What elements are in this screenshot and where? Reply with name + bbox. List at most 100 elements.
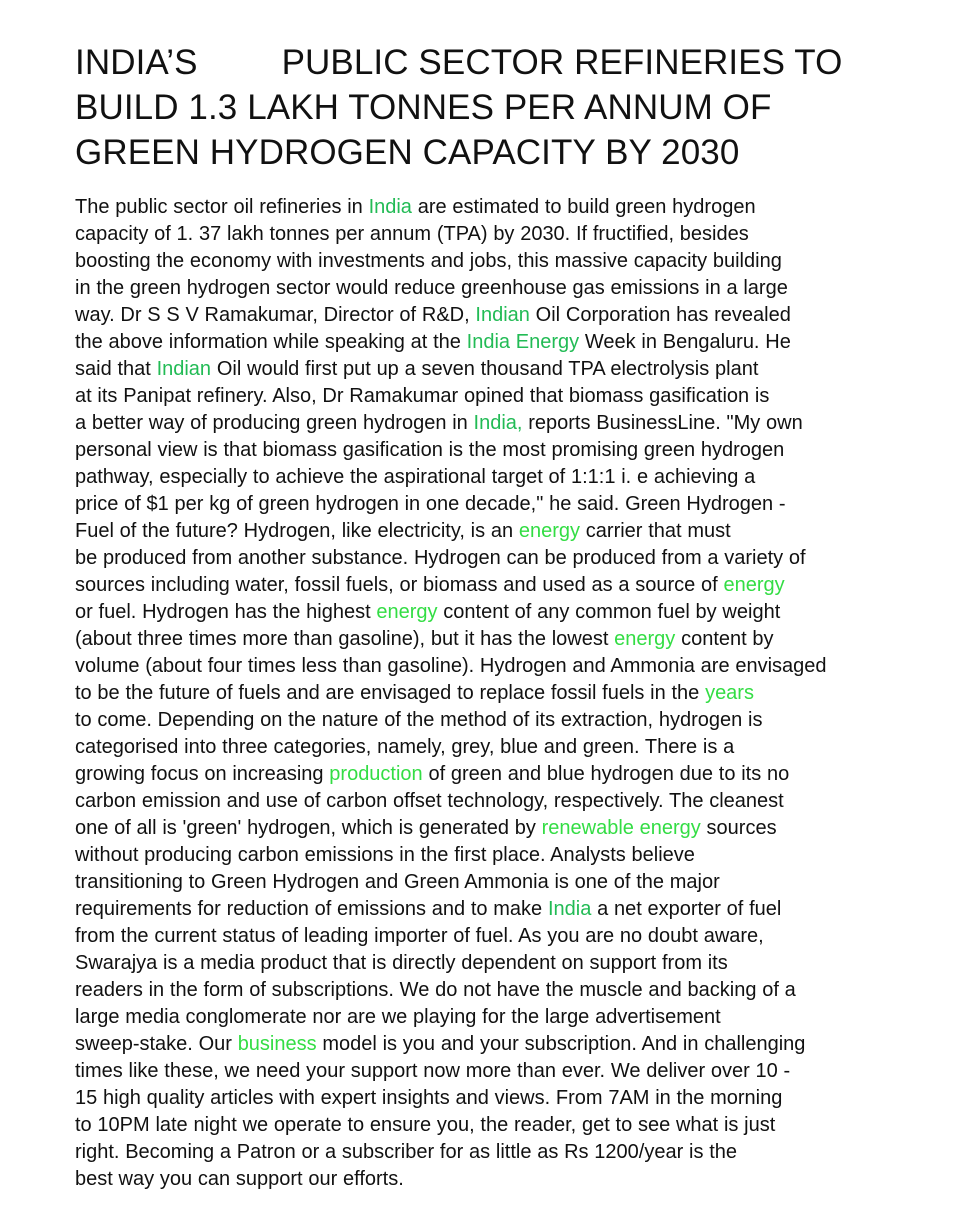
headline-part-2: PUBLIC SECTOR REFINERIES TO (281, 43, 843, 82)
article-text: The public sector oil refineries in (75, 196, 369, 218)
article-text: Week in Bengaluru. He (579, 331, 791, 353)
article-line: right. Becoming a Patron or a subscriber… (75, 1139, 890, 1166)
article-text: to 10PM late night we operate to ensure … (75, 1114, 776, 1136)
keyword-link[interactable]: energy (518, 520, 581, 542)
article-text: reports BusinessLine. "My own (522, 412, 803, 434)
article-text: to come. Depending on the nature of the … (75, 709, 763, 731)
article-text: Fuel of the future? Hydrogen, like elect… (75, 520, 519, 542)
keyword-link[interactable]: Indian (475, 304, 530, 326)
article-text: Swarajya is a media product that is dire… (75, 952, 728, 974)
article-text: or fuel. Hydrogen has the highest (75, 601, 377, 623)
article-line: a better way of producing green hydrogen… (75, 410, 890, 437)
article-line: growing focus on increasing production o… (75, 761, 890, 788)
article-text: large media conglomerate nor are we play… (75, 1006, 721, 1028)
article-line: at its Panipat refinery. Also, Dr Ramaku… (75, 383, 890, 410)
article-text: categorised into three categories, namel… (75, 736, 735, 758)
article-line: transitioning to Green Hydrogen and Gree… (75, 869, 890, 896)
article-line: without producing carbon emissions in th… (75, 842, 890, 869)
article-text: capacity of 1. 37 lakh tonnes per annum … (75, 223, 749, 245)
article-line: be produced from another substance. Hydr… (75, 545, 890, 572)
article-text: carbon emission and use of carbon offset… (75, 790, 784, 812)
keyword-link[interactable]: energy (376, 601, 438, 623)
headline-part-1: INDIA’S (75, 43, 198, 82)
keyword-link[interactable]: energy (723, 574, 785, 596)
article-line: said that Indian Oil would first put up … (75, 356, 890, 383)
article-text: from the current status of leading impor… (75, 925, 764, 947)
article-line: readers in the form of subscriptions. We… (75, 977, 890, 1004)
keyword-link[interactable]: energy (614, 628, 676, 650)
article-text: a net exporter of fuel (591, 898, 782, 920)
article-text: said that (75, 358, 157, 380)
article-text: requirements for reduction of emissions … (75, 898, 548, 920)
article-text: without producing carbon emissions in th… (75, 844, 695, 866)
article-text: 15 high quality articles with expert ins… (75, 1087, 783, 1109)
article-text: way. Dr S S V Ramakumar, Director of R&D… (75, 304, 476, 326)
article-text: Oil would first put up a seven thousand … (211, 358, 759, 380)
article-line: from the current status of leading impor… (75, 923, 890, 950)
article-text: growing focus on increasing (75, 763, 330, 785)
article-text: boosting the economy with investments an… (75, 250, 782, 272)
article-text: best way you can support our efforts. (75, 1168, 404, 1190)
article-line: to 10PM late night we operate to ensure … (75, 1112, 890, 1139)
article-text: in the green hydrogen sector would reduc… (75, 277, 788, 299)
article-line: large media conglomerate nor are we play… (75, 1004, 890, 1031)
keyword-link[interactable]: India Energy (466, 331, 580, 353)
article-text: a better way of producing green hydrogen… (75, 412, 474, 434)
headline-line-2: BUILD 1.3 LAKH TONNES PER ANNUM OF (75, 88, 772, 127)
article-text: pathway, especially to achieve the aspir… (75, 466, 756, 488)
article-text: personal view is that biomass gasificati… (75, 439, 785, 461)
keyword-link[interactable]: years (705, 682, 754, 704)
article-text: right. Becoming a Patron or a subscriber… (75, 1141, 737, 1163)
article-line: requirements for reduction of emissions … (75, 896, 890, 923)
article-text: price of $1 per kg of green hydrogen in … (75, 493, 786, 515)
article-line: The public sector oil refineries in Indi… (75, 194, 890, 221)
article-text: of green and blue hydrogen due to its no (422, 763, 790, 785)
article-line: 15 high quality articles with expert ins… (75, 1085, 890, 1112)
article-text: volume (about four times less than gasol… (75, 655, 827, 677)
keyword-link[interactable]: Indian (156, 358, 212, 380)
article-line: carbon emission and use of carbon offset… (75, 788, 890, 815)
article-text: content of any common fuel by weight (437, 601, 781, 623)
article-text: sweep-stake. Our (75, 1033, 238, 1055)
keyword-link[interactable]: renewable energy (541, 817, 701, 839)
article-line: volume (about four times less than gasol… (75, 653, 890, 680)
article-text: be produced from another substance. Hydr… (75, 547, 806, 569)
article-body: The public sector oil refineries in Indi… (75, 194, 890, 1193)
article-text: carrier that must (580, 520, 731, 542)
article-text: are estimated to build green hydrogen (411, 196, 756, 218)
article-line: to come. Depending on the nature of the … (75, 707, 890, 734)
article-text: the above information while speaking at … (75, 331, 467, 353)
article-text: Oil Corporation has revealed (529, 304, 791, 326)
keyword-link[interactable]: business (237, 1033, 317, 1055)
keyword-link[interactable]: India (368, 196, 412, 218)
article-text: content by (675, 628, 774, 650)
article-line: times like these, we need your support n… (75, 1058, 890, 1085)
article-headline: INDIA’S PUBLIC SECTOR REFINERIES TO BUILD… (75, 40, 890, 175)
article-line: way. Dr S S V Ramakumar, Director of R&D… (75, 302, 890, 329)
article-text: one of all is 'green' hydrogen, which is… (75, 817, 542, 839)
article-text: (about three times more than gasoline), … (75, 628, 615, 650)
article-line: one of all is 'green' hydrogen, which is… (75, 815, 890, 842)
article-line: (about three times more than gasoline), … (75, 626, 890, 653)
article-text: at its Panipat refinery. Also, Dr Ramaku… (75, 385, 770, 407)
article-line: price of $1 per kg of green hydrogen in … (75, 491, 890, 518)
article-text: times like these, we need your support n… (75, 1060, 791, 1082)
article-line: capacity of 1. 37 lakh tonnes per annum … (75, 221, 890, 248)
article-text: to be the future of fuels and are envisa… (75, 682, 706, 704)
article-line: sources including water, fossil fuels, o… (75, 572, 890, 599)
article-line: sweep-stake. Our business model is you a… (75, 1031, 890, 1058)
keyword-link[interactable]: production (329, 763, 423, 785)
article-line: boosting the economy with investments an… (75, 248, 890, 275)
keyword-link[interactable]: India (547, 898, 592, 920)
article-text: model is you and your subscription. And … (316, 1033, 806, 1055)
article-line: categorised into three categories, namel… (75, 734, 890, 761)
article-line: the above information while speaking at … (75, 329, 890, 356)
article: INDIA’S PUBLIC SECTOR REFINERIES TO BUILD… (75, 0, 890, 1193)
article-line: or fuel. Hydrogen has the highest energy… (75, 599, 890, 626)
headline-line-3: GREEN HYDROGEN CAPACITY BY 2030 (75, 133, 740, 172)
article-line: best way you can support our efforts. (75, 1166, 890, 1193)
article-line: pathway, especially to achieve the aspir… (75, 464, 890, 491)
article-line: to be the future of fuels and are envisa… (75, 680, 890, 707)
keyword-link[interactable]: India, (473, 412, 523, 434)
article-line: Fuel of the future? Hydrogen, like elect… (75, 518, 890, 545)
